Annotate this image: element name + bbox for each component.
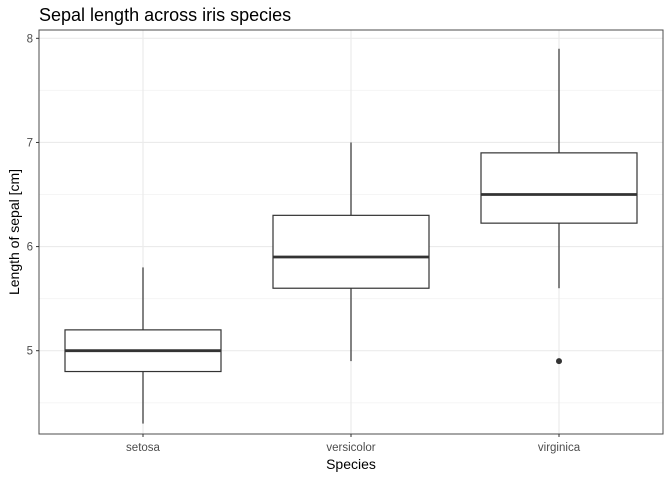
y-tick-label: 7 xyxy=(27,137,33,149)
chart-title: Sepal length across iris species xyxy=(39,5,291,25)
x-axis: setosa versicolor virginica xyxy=(126,434,581,454)
box-versicolor xyxy=(272,142,430,362)
box-setosa xyxy=(64,267,222,424)
y-tick-label: 5 xyxy=(27,346,33,358)
y-tick-label: 6 xyxy=(27,242,33,254)
boxes xyxy=(64,48,638,424)
x-tick-label-virginica: virginica xyxy=(538,442,581,454)
y-tick-label: 8 xyxy=(27,33,33,45)
y-axis-title: Length of sepal [cm] xyxy=(6,169,22,295)
y-axis: 5 6 7 8 xyxy=(27,33,39,358)
box-virginica xyxy=(480,48,638,365)
x-axis-title: Species xyxy=(326,456,376,472)
box-iqr xyxy=(480,152,638,224)
outlier-point xyxy=(556,358,562,365)
box-iqr xyxy=(272,214,430,289)
x-tick-label-setosa: setosa xyxy=(126,442,160,454)
x-tick-label-versicolor: versicolor xyxy=(326,442,375,454)
